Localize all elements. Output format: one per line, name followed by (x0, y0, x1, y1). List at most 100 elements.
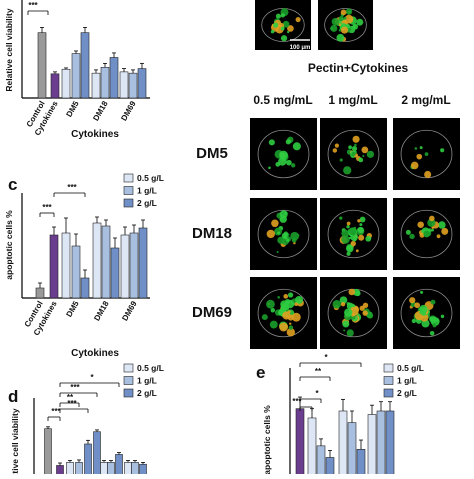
fluorescent-cell (275, 13, 281, 19)
bar (80, 32, 90, 99)
fluorescent-cell (366, 150, 375, 158)
fluorescent-cell (361, 146, 369, 154)
fluorescent-cell (279, 210, 288, 219)
bar (56, 465, 64, 479)
x-tick-label: DM18 (92, 299, 111, 322)
scale-bar-label: 100 μm (290, 45, 311, 51)
fluorescent-cell (274, 227, 282, 236)
fluorescent-cell (348, 227, 357, 236)
legend-label: 1 g/L (137, 376, 157, 386)
bar (61, 232, 71, 299)
fluorescent-cell (405, 229, 411, 235)
fluorescent-cell (343, 166, 352, 175)
fluorescent-cell (348, 288, 356, 296)
bar (295, 408, 305, 479)
fluorescent-cell (266, 299, 275, 309)
fluorescent-cell (338, 23, 342, 26)
fluorescent-cell (340, 301, 346, 307)
fluorescent-cell (419, 232, 425, 238)
bar (120, 234, 130, 299)
fluorescent-cell (276, 250, 279, 254)
fluorescent-cell (292, 142, 301, 151)
x-tick-label: DM5 (64, 99, 81, 119)
fluorescent-cell (348, 244, 353, 249)
fluorescent-cell (282, 311, 291, 320)
x-tick-label: DM5 (64, 299, 81, 319)
fluorescent-cell (277, 231, 281, 235)
bar (110, 247, 120, 299)
fluorescent-cell (424, 170, 432, 178)
significance-label: ** (67, 393, 74, 402)
fluorescent-cell (295, 295, 304, 304)
fluorescent-cell (342, 320, 350, 328)
fluorescent-cell (291, 312, 301, 322)
legend-label: 1 g/L (397, 376, 417, 386)
fluorescent-cell (279, 322, 289, 332)
fluorescent-cell (410, 161, 419, 170)
significance-label: ** (315, 367, 322, 376)
y-axis-label: apoptotic cells % (4, 210, 14, 280)
fluorescent-cell (261, 314, 268, 321)
fluorescent-cell (339, 296, 348, 304)
legend-label: 2 g/L (137, 388, 157, 398)
islet-outline (257, 288, 310, 338)
column-label: 2 mg/mL (401, 93, 450, 107)
fluorescent-cell (344, 308, 353, 317)
significance-label: *** (67, 183, 77, 192)
significance-label: *** (51, 407, 61, 416)
fluorescent-cell (285, 299, 295, 309)
fluorescent-cell (331, 17, 340, 26)
fluorescent-cell (440, 314, 445, 319)
fluorescent-cell (281, 232, 288, 239)
legend-label: 0.5 g/L (137, 173, 164, 183)
bar (92, 222, 102, 299)
fluorescent-cell (417, 221, 424, 228)
bar (138, 227, 148, 299)
fluorescent-cell (435, 318, 440, 322)
fluorescent-cell (338, 16, 344, 22)
fluorescent-cell (270, 29, 275, 34)
y-axis-label: apoptotic cells % (262, 405, 272, 474)
bar (307, 417, 317, 479)
legend-label: 2 g/L (137, 198, 157, 208)
fluorescent-cell (429, 215, 435, 222)
fluorescent-cell (420, 290, 424, 294)
bar (316, 445, 326, 479)
islet-outline (400, 209, 453, 259)
x-axis-label: Cytokines (71, 129, 119, 140)
fluorescent-cell (438, 221, 446, 229)
bar (338, 410, 348, 479)
fluorescent-cell (271, 219, 279, 228)
fluorescent-cell (285, 139, 291, 145)
significance-label: *** (42, 203, 52, 212)
bar (71, 245, 81, 299)
bar (84, 443, 92, 479)
fluorescent-cell (295, 16, 301, 23)
significance-label: *** (28, 1, 38, 10)
fluorescent-cell (362, 310, 368, 316)
fluorescent-cell (358, 157, 364, 163)
fluorescent-cell (355, 249, 359, 253)
legend-swatch (123, 363, 134, 373)
fluorescent-cell (330, 24, 338, 32)
images-title: Pectin+Cytokines (308, 61, 409, 75)
fluorescent-cell (359, 223, 363, 227)
bar (71, 53, 81, 99)
fluorescent-cell (291, 237, 297, 243)
legend-label: 1 g/L (137, 186, 157, 196)
fluorescent-cell (357, 226, 364, 234)
fluorescent-cell (340, 9, 347, 16)
fluorescent-cell (332, 299, 342, 309)
y-axis-label: Relative cell viability (4, 8, 14, 91)
fluorescent-cell (275, 161, 281, 167)
x-tick-label: DM18 (91, 99, 110, 122)
fluorescent-cell (339, 158, 343, 162)
fluorescent-cell (362, 154, 365, 157)
bar (347, 422, 357, 479)
fluorescent-cell (339, 216, 343, 220)
fluorescent-cell (366, 312, 374, 319)
bar (376, 410, 386, 479)
fluorescent-cell (365, 235, 372, 242)
fluorescent-cell (286, 328, 296, 337)
